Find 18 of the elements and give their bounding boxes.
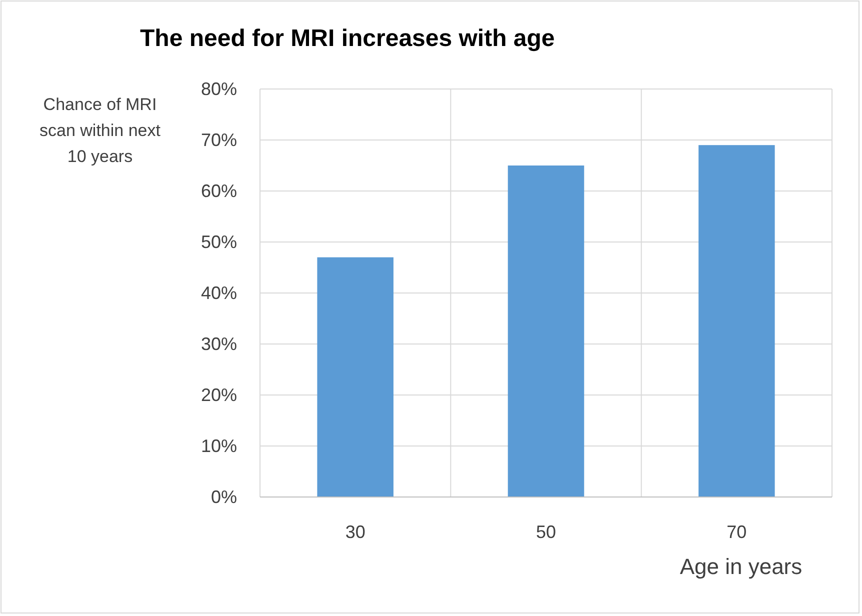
y-tick-label: 0% bbox=[210, 487, 237, 507]
y-tick-label: 40% bbox=[200, 283, 237, 303]
chart-title: The need for MRI increases with age bbox=[140, 25, 555, 52]
y-tick-label: 60% bbox=[200, 181, 237, 201]
y-tick-label: 50% bbox=[200, 232, 237, 252]
y-tick-label: 20% bbox=[200, 385, 237, 405]
x-axis-title: Age in years bbox=[680, 554, 802, 579]
x-tick-label: 70 bbox=[726, 522, 747, 542]
y-tick-label: 30% bbox=[200, 334, 237, 354]
y-axis-title: Chance of MRI scan within next 10 years bbox=[40, 95, 161, 166]
bar bbox=[317, 257, 394, 497]
x-tick-label: 30 bbox=[345, 522, 366, 542]
x-tick-label: 50 bbox=[536, 522, 556, 542]
bar bbox=[698, 145, 775, 497]
y-tick-label: 80% bbox=[200, 79, 237, 99]
y-tick-label: 70% bbox=[200, 130, 237, 150]
y-tick-label: 10% bbox=[200, 436, 237, 456]
bar bbox=[508, 166, 584, 497]
